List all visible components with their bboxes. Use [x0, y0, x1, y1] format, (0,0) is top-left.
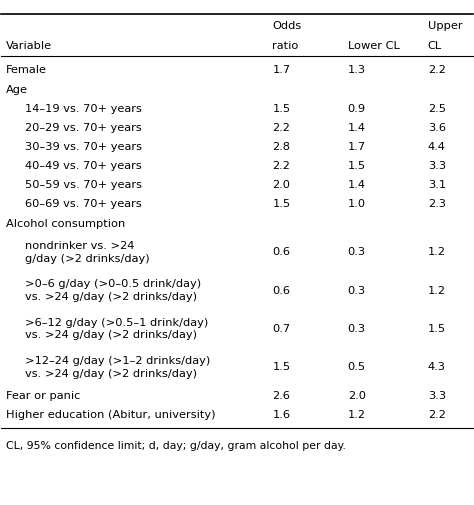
Text: 1.3: 1.3 — [348, 66, 366, 75]
Text: >6–12 g/day (>0.5–1 drink/day)
vs. >24 g/day (>2 drinks/day): >6–12 g/day (>0.5–1 drink/day) vs. >24 g… — [25, 318, 208, 340]
Text: 3.3: 3.3 — [428, 391, 446, 401]
Text: 50–59 vs. 70+ years: 50–59 vs. 70+ years — [25, 180, 142, 190]
Text: 2.2: 2.2 — [273, 123, 290, 133]
Text: Variable: Variable — [6, 40, 52, 50]
Text: 3.6: 3.6 — [428, 123, 446, 133]
Text: Age: Age — [6, 84, 28, 94]
Text: 40–49 vs. 70+ years: 40–49 vs. 70+ years — [25, 161, 142, 171]
Text: 1.5: 1.5 — [273, 362, 291, 372]
Text: 1.0: 1.0 — [348, 199, 366, 210]
Text: 1.5: 1.5 — [348, 161, 366, 171]
Text: 0.7: 0.7 — [273, 324, 291, 334]
Text: Alcohol consumption: Alcohol consumption — [6, 219, 125, 229]
Text: 14–19 vs. 70+ years: 14–19 vs. 70+ years — [25, 104, 142, 114]
Text: CL, 95% confidence limit; d, day; g/day, gram alcohol per day.: CL, 95% confidence limit; d, day; g/day,… — [6, 441, 346, 451]
Text: 2.2: 2.2 — [273, 161, 290, 171]
Text: 4.3: 4.3 — [428, 362, 446, 372]
Text: >12–24 g/day (>1–2 drinks/day)
vs. >24 g/day (>2 drinks/day): >12–24 g/day (>1–2 drinks/day) vs. >24 g… — [25, 356, 210, 379]
Text: 1.7: 1.7 — [273, 66, 291, 75]
Text: 2.0: 2.0 — [348, 391, 366, 401]
Text: 3.3: 3.3 — [428, 161, 446, 171]
Text: 2.6: 2.6 — [273, 391, 290, 401]
Text: 2.5: 2.5 — [428, 104, 446, 114]
Text: 2.3: 2.3 — [428, 199, 446, 210]
Text: 1.7: 1.7 — [348, 142, 366, 152]
Text: 0.3: 0.3 — [348, 324, 366, 334]
Text: 1.2: 1.2 — [428, 286, 446, 295]
Text: 0.5: 0.5 — [348, 362, 366, 372]
Text: 1.6: 1.6 — [273, 410, 291, 420]
Text: 1.5: 1.5 — [273, 199, 291, 210]
Text: 0.9: 0.9 — [348, 104, 366, 114]
Text: 0.3: 0.3 — [348, 286, 366, 295]
Text: ratio: ratio — [273, 40, 299, 50]
Text: 1.4: 1.4 — [348, 123, 366, 133]
Text: 0.3: 0.3 — [348, 247, 366, 258]
Text: 30–39 vs. 70+ years: 30–39 vs. 70+ years — [25, 142, 142, 152]
Text: 0.6: 0.6 — [273, 247, 291, 258]
Text: 4.4: 4.4 — [428, 142, 446, 152]
Text: 2.0: 2.0 — [273, 180, 291, 190]
Text: 3.1: 3.1 — [428, 180, 446, 190]
Text: Lower CL: Lower CL — [348, 40, 400, 50]
Text: 2.8: 2.8 — [273, 142, 291, 152]
Text: CL: CL — [428, 40, 442, 50]
Text: Higher education (Abitur, university): Higher education (Abitur, university) — [6, 410, 216, 420]
Text: 1.5: 1.5 — [428, 324, 446, 334]
Text: Fear or panic: Fear or panic — [6, 391, 81, 401]
Text: 20–29 vs. 70+ years: 20–29 vs. 70+ years — [25, 123, 142, 133]
Text: 2.2: 2.2 — [428, 66, 446, 75]
Text: >0–6 g/day (>0–0.5 drink/day)
vs. >24 g/day (>2 drinks/day): >0–6 g/day (>0–0.5 drink/day) vs. >24 g/… — [25, 279, 201, 302]
Text: 2.2: 2.2 — [428, 410, 446, 420]
Text: 60–69 vs. 70+ years: 60–69 vs. 70+ years — [25, 199, 142, 210]
Text: Odds: Odds — [273, 21, 301, 31]
Text: Upper: Upper — [428, 21, 463, 31]
Text: nondrinker vs. >24
g/day (>2 drinks/day): nondrinker vs. >24 g/day (>2 drinks/day) — [25, 241, 150, 264]
Text: 1.2: 1.2 — [348, 410, 366, 420]
Text: 0.6: 0.6 — [273, 286, 291, 295]
Text: 1.4: 1.4 — [348, 180, 366, 190]
Text: 1.5: 1.5 — [273, 104, 291, 114]
Text: Female: Female — [6, 66, 47, 75]
Text: 1.2: 1.2 — [428, 247, 446, 258]
